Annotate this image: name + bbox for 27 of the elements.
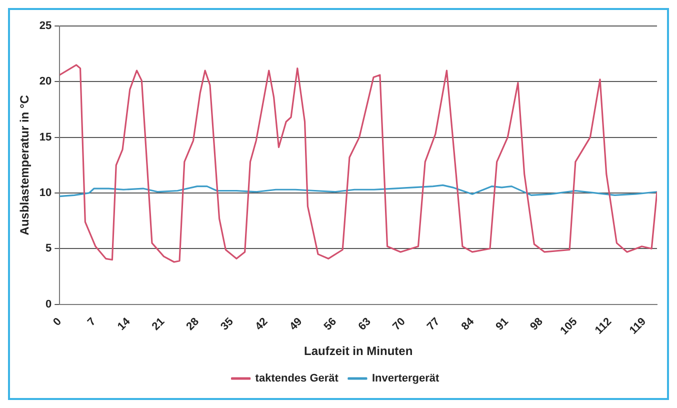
y-tick-label: 0: [46, 298, 52, 310]
x-tick-label: 49: [287, 316, 305, 333]
x-tick-label: 56: [322, 316, 339, 333]
x-tick-label: 21: [150, 316, 168, 333]
x-tick-label: 98: [528, 316, 546, 333]
y-axis-title: Ausblastemperatur in °C: [18, 94, 32, 236]
x-tick-label: 63: [356, 316, 374, 333]
x-tick-label: 70: [390, 316, 408, 333]
x-tick-label: 14: [116, 315, 134, 333]
x-tick-label: 84: [459, 315, 478, 333]
x-tick-label: 28: [184, 316, 202, 333]
y-tick-label: 5: [46, 242, 52, 255]
y-tick-label: 25: [39, 20, 52, 32]
legend-label: taktendes Gerät: [255, 372, 339, 385]
y-tick-label: 10: [39, 187, 52, 200]
y-tick-label: 20: [39, 76, 52, 88]
x-tick-label: 35: [218, 316, 236, 333]
x-tick-label: 42: [253, 316, 270, 333]
x-tick-label: 91: [494, 316, 511, 333]
x-tick-label: 77: [425, 316, 442, 333]
x-tick-label: 119: [627, 316, 648, 337]
y-tick-label: 15: [39, 131, 52, 144]
x-axis-title: Laufzeit in Minuten: [304, 344, 413, 358]
x-tick-label: 105: [558, 316, 580, 338]
legend-label: Invertergerät: [372, 372, 440, 385]
x-tick-label: 112: [593, 316, 614, 337]
x-tick-label: 7: [85, 316, 98, 329]
